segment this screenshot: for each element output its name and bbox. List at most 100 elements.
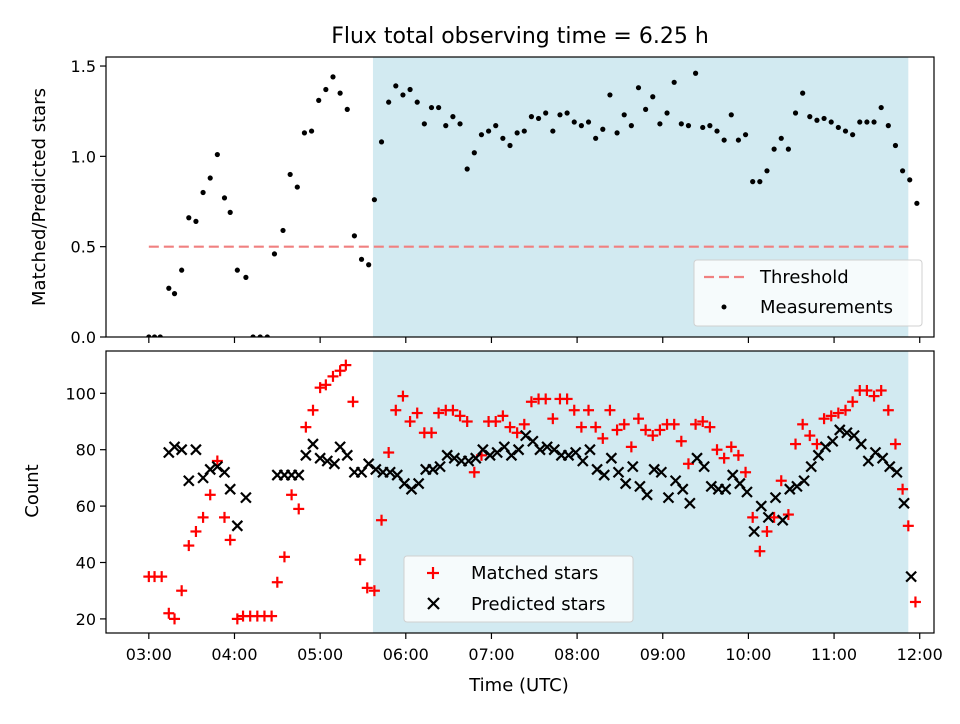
measurement-point [507,142,513,149]
matched-star-point [754,545,766,557]
measurement-point [892,142,899,149]
matched-star-point [197,511,209,523]
measurement-point [650,94,656,100]
measurement-point [564,110,570,116]
matched-star-point [597,432,609,444]
measurement-point [750,179,756,185]
measurement-point [742,132,749,138]
measurement-point [764,168,770,174]
predicted-star-point [218,466,231,479]
matched-star-point [218,511,230,523]
measurement-point [621,112,627,118]
matched-star-point [640,424,652,436]
matched-star-point [320,379,332,391]
measurement-point [714,128,720,134]
matched-star-point [561,393,573,405]
predicted-star-point [370,463,382,476]
matched-star-point [307,404,319,416]
matched-star-point [839,404,851,416]
y-tick-label: 1.0 [71,147,96,166]
measurement-point [785,146,791,152]
predicted-star-point [619,477,632,490]
predicted-star-point [240,491,252,504]
matched-star-point [368,585,380,597]
matched-star-point [286,489,298,501]
measurement-point [323,86,329,93]
x-tick-label: 10:00 [725,645,771,664]
matched-star-point [909,596,921,608]
measurement-point [821,115,827,122]
measurement-point [557,112,563,118]
predicted-star-point [598,469,611,481]
measurement-point [842,128,849,134]
matched-star-point [169,613,181,625]
x-tick-label: 03:00 [126,645,172,664]
measurement-point [828,119,834,125]
x-axis-label: Time (UTC) [468,675,569,696]
matched-star-point [361,582,373,594]
measurement-point [234,267,240,273]
measurement-point [146,334,152,337]
legend-predicted-swatch [427,597,440,610]
measurement-point [664,110,670,116]
matched-star-point [518,418,530,430]
matched-star-point [868,390,880,402]
measurement-point [227,209,233,215]
measurement-point [151,334,158,337]
matched-star-point [190,525,202,537]
measurement-point [907,177,913,183]
measurement-point [179,267,185,273]
measurement-point [351,233,357,239]
matched-star-point [278,551,290,563]
matched-star-point [454,410,466,422]
predicted-star-point [776,514,789,526]
legend-bottom-box [403,555,634,623]
measurement-point [186,215,192,221]
matched-star-point [547,413,559,425]
predicted-star-point [584,443,596,456]
matched-star-point [668,418,680,430]
predicted-star-point [769,491,782,504]
predicted-star-point [648,463,660,476]
predicted-star-point [427,463,439,476]
matched-star-point [404,416,416,427]
predicted-star-point [891,466,903,479]
matched-star-point [882,404,894,416]
measurement-point [792,110,799,116]
measurement-point [200,189,206,196]
measurement-point [535,115,542,122]
measurement-point [678,121,684,127]
matched-star-point [224,534,236,546]
measurement-point [600,126,606,132]
bottom-y-axis-label: Count [22,464,43,517]
matched-star-point [568,404,580,416]
x-tick-label: 07:00 [468,645,514,664]
x-tick-label: 06:00 [383,645,429,664]
predicted-star-point [898,497,910,510]
y-tick-label: 20 [76,610,96,629]
matched-star-point [497,410,509,422]
measurement-point [308,128,315,134]
matched-star-point [632,413,644,425]
matched-star-point [525,396,537,408]
predicted-star-point [905,570,917,583]
measurement-point [386,99,392,105]
predicted-star-point [627,460,639,473]
predicted-star-point [605,452,618,464]
predicted-star-point [719,483,732,495]
measurement-point [914,200,920,206]
measurement-point [685,123,692,129]
matched-star-point [711,444,723,456]
measurement-point [264,334,270,337]
measurement-point [514,130,520,136]
matched-star-point [897,483,909,495]
predicted-star-point [434,460,446,473]
measurement-point [692,70,699,76]
legend-threshold-label: Threshold [759,267,849,288]
measurement-point [414,99,420,105]
matched-star-point [625,441,637,453]
matched-star-point [390,404,402,416]
matched-star-point [718,452,730,464]
x-tick-label: 09:00 [640,645,686,664]
